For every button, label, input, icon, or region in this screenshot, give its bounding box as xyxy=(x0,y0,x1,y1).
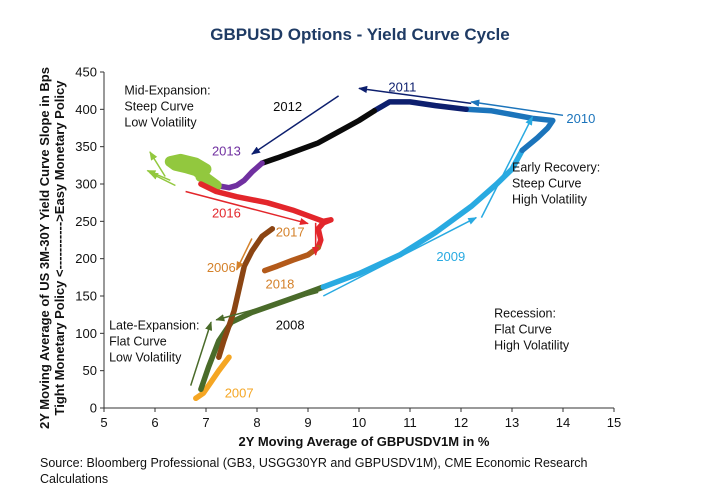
direction-arrow xyxy=(322,216,478,297)
phase-annotation-line: Steep Curve xyxy=(124,99,194,113)
x-tick-label: 13 xyxy=(505,415,519,430)
x-tick-label: 15 xyxy=(607,415,621,430)
series-line-2012 xyxy=(259,108,378,166)
direction-arrow xyxy=(189,321,213,386)
direction-arrow xyxy=(235,238,253,271)
direction-arrow xyxy=(185,190,309,226)
phase-annotation-line: Low Volatility xyxy=(109,351,182,365)
phase-annotation-line: High Volatility xyxy=(494,339,570,353)
year-label-2009: 2009 xyxy=(436,249,465,264)
series-line-2009 xyxy=(320,147,525,290)
y-tick-label: 0 xyxy=(90,401,97,416)
phase-annotation-line: Late-Expansion: xyxy=(109,319,199,333)
x-tick-label: 14 xyxy=(556,415,570,430)
y-tick-label: 250 xyxy=(75,214,97,229)
x-tick-label: 11 xyxy=(403,415,417,430)
x-tick-label: 8 xyxy=(253,415,260,430)
y-tick-label: 50 xyxy=(83,363,97,378)
year-label-2016: 2016 xyxy=(212,206,241,221)
year-label-2013: 2013 xyxy=(212,144,241,159)
year-label-2010: 2010 xyxy=(566,111,595,126)
year-label-2006: 2006 xyxy=(207,260,236,275)
year-label-2018: 2018 xyxy=(265,277,294,292)
x-tick-label: 10 xyxy=(352,415,366,430)
series-line-2013 xyxy=(213,160,265,191)
x-tick-label: 7 xyxy=(202,415,209,430)
y-tick-label: 100 xyxy=(75,326,97,341)
x-ticks: 5 6 7 8 9 10 11 12 13 14 15 xyxy=(100,408,621,430)
y-tick-label: 400 xyxy=(75,102,97,117)
direction-arrow xyxy=(358,85,472,105)
phase-annotation-line: Flat Curve xyxy=(494,323,552,337)
direction-arrow xyxy=(146,169,171,181)
x-axis-title: 2Y Moving Average of GBPUSDV1M in % xyxy=(239,434,490,449)
direction-arrow xyxy=(251,95,340,155)
phase-annotation-line: Low Volatility xyxy=(124,115,197,129)
phase-annotation-line: Steep Curve xyxy=(512,176,582,190)
series-line-2010 xyxy=(463,106,556,154)
series-line-2011 xyxy=(371,99,469,114)
y-tick-label: 200 xyxy=(75,251,97,266)
direction-arrow xyxy=(215,291,319,322)
direction-arrow xyxy=(480,115,534,218)
chart-title: GBPUSD Options - Yield Curve Cycle xyxy=(210,25,509,44)
x-tick-label: 9 xyxy=(304,415,311,430)
y-tick-label: 150 xyxy=(75,289,97,304)
phase-annotation-line: High Volatility xyxy=(512,192,588,206)
series-group xyxy=(164,99,556,402)
y-tick-label: 350 xyxy=(75,139,97,154)
series-line-2007 xyxy=(193,354,232,402)
series-line-2018 xyxy=(261,244,321,274)
source-note: Source: Bloomberg Professional (GB3, USG… xyxy=(40,456,588,486)
x-tick-label: 6 xyxy=(151,415,158,430)
y-axis-title-line1: 2Y Moving Average of US 3M-30Y Yield Cur… xyxy=(37,67,52,429)
year-label-2017: 2017 xyxy=(276,224,305,239)
phase-annotation-line: Early Recovery: xyxy=(512,160,600,174)
phase-annotation-line: Mid-Expansion: xyxy=(124,83,210,97)
series-line-2006 xyxy=(216,226,276,360)
year-label-2008: 2008 xyxy=(276,318,305,333)
year-labels: 2011 2012 2010 2013 2016 2017 2006 2018 2009 2008… xyxy=(207,79,595,400)
arrows-group xyxy=(146,85,564,386)
y-tick-label: 450 xyxy=(75,65,97,80)
year-label-2011: 2011 xyxy=(388,79,416,94)
direction-arrow xyxy=(149,151,166,177)
x-tick-label: 5 xyxy=(100,415,107,430)
y-tick-label: 300 xyxy=(75,177,97,192)
phase-annotation-line: Recession: xyxy=(494,307,556,321)
y-axis-title-line2: Tight Monetary Policy <----------->Easy … xyxy=(52,80,67,416)
phase-annotation-line: Flat Curve xyxy=(109,335,167,349)
series-line-2016 xyxy=(198,181,334,251)
direction-arrow xyxy=(470,99,564,117)
y-ticks: 0 50 100 150 200 250 300 350 400 450 xyxy=(75,65,104,416)
annotations: Mid-Expansion: Steep Curve Low Volatility E… xyxy=(109,83,600,364)
year-label-2012: 2012 xyxy=(273,99,302,114)
series-line-2008 xyxy=(198,284,327,393)
x-tick-label: 12 xyxy=(454,415,468,430)
series-line-mid-cycle xyxy=(164,153,222,191)
direction-arrow xyxy=(149,172,176,187)
year-label-2007: 2007 xyxy=(225,386,254,401)
